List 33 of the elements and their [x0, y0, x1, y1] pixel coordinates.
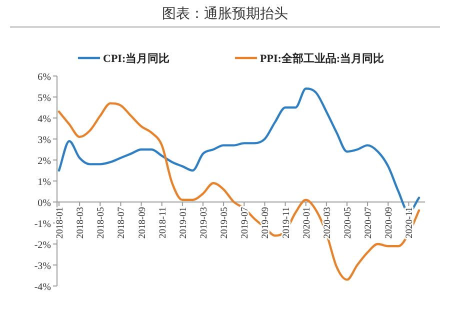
- y-tick-label: 0%: [38, 198, 51, 209]
- y-tick-label: 4%: [38, 114, 51, 125]
- x-tick-label: 2020-09: [384, 206, 395, 239]
- x-tick-label: 2019-05: [220, 206, 230, 239]
- x-tick-label: 2020-11: [405, 206, 416, 238]
- y-tick-label: -1%: [34, 219, 51, 230]
- y-tick-label: 6%: [38, 72, 51, 83]
- x-tick-label: 2018-01: [56, 206, 66, 239]
- chart-title: 图表：通胀预期抬头: [162, 5, 288, 21]
- x-tick-label: 2019-01: [178, 206, 189, 239]
- x-tick-label: 2018-05: [96, 206, 107, 239]
- y-tick-label: -2%: [34, 240, 51, 251]
- x-tick-label: 2018-09: [138, 206, 148, 239]
- legend-label: CPI:当月同比: [103, 52, 170, 65]
- x-tick-label: 2020-01: [302, 206, 312, 239]
- y-tick-label: 2%: [38, 156, 51, 167]
- x-tick-label: 2018-11: [158, 206, 168, 238]
- x-tick-label: 2019-07: [240, 206, 251, 239]
- x-tick-label: 2020-07: [364, 206, 374, 239]
- legend-label: PPI:全部工业品:当月同比: [260, 52, 384, 65]
- y-tick-label: -4%: [34, 282, 51, 293]
- y-tick-label: -3%: [34, 261, 51, 272]
- x-tick-label: 2019-09: [261, 206, 272, 239]
- x-tick-label: 2018-07: [117, 206, 128, 239]
- x-tick-label: 2019-03: [200, 206, 210, 239]
- x-tick-label: 2020-05: [344, 206, 354, 239]
- x-tick-label: 2018-03: [76, 206, 86, 239]
- x-tick-label: 2019-11: [282, 206, 292, 238]
- y-tick-label: 1%: [38, 177, 51, 188]
- y-tick-label: 3%: [38, 135, 51, 146]
- y-tick-label: 5%: [38, 93, 51, 104]
- x-tick-label: 2020-03: [322, 206, 333, 239]
- line-series: [58, 102, 420, 281]
